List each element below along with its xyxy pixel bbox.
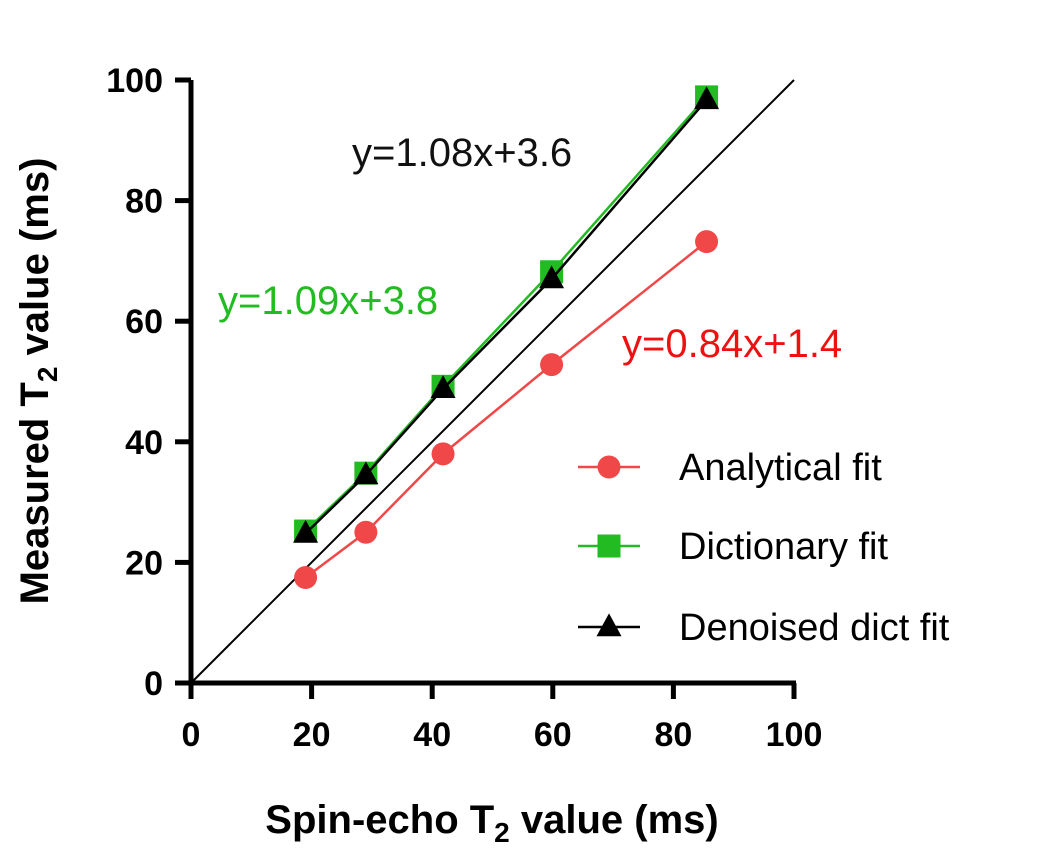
fit-equation-label: y=1.08x+3.6 xyxy=(352,131,572,175)
legend-marker xyxy=(597,534,621,558)
x-tick-label: 100 xyxy=(766,716,823,754)
legend-marker xyxy=(597,455,621,479)
y-tick-label: 40 xyxy=(125,424,163,462)
data-point xyxy=(354,520,378,544)
data-point xyxy=(293,519,319,543)
legend-item: Dictionary fit xyxy=(578,526,888,568)
legend: Analytical fit Dictionary fit Denoised dic… xyxy=(578,447,950,649)
y-tick-label: 100 xyxy=(106,62,163,100)
y-tick-label: 60 xyxy=(125,303,163,341)
legend-label: Denoised dict fit xyxy=(679,607,950,649)
y-axis-title: Measured T2 value (ms) xyxy=(13,158,63,605)
data-point xyxy=(294,565,318,589)
x-tick-label: 40 xyxy=(413,716,451,754)
fit-equation-label: y=1.09x+3.8 xyxy=(218,279,438,323)
x-tick-label: 80 xyxy=(654,716,692,754)
x-tick-label: 20 xyxy=(293,716,331,754)
data-point xyxy=(695,230,719,254)
y-tick-label: 80 xyxy=(125,183,163,221)
fit-equation-label: y=0.84x+1.4 xyxy=(622,322,842,366)
x-tick-label: 0 xyxy=(182,716,201,754)
series-triangle xyxy=(293,86,720,543)
data-point xyxy=(694,86,720,110)
data-point xyxy=(431,442,455,466)
y-tick-label: 0 xyxy=(144,665,163,703)
legend-item: Denoised dict fit xyxy=(578,607,950,649)
x-axis-title: Spin-echo T2 value (ms) xyxy=(265,798,718,848)
data-point xyxy=(430,375,456,398)
x-tick-label: 60 xyxy=(534,716,572,754)
axes: 0 20 40 60 80 100 0 20 40 60 80 100 xyxy=(106,62,822,754)
identity-line xyxy=(190,79,795,684)
legend-label: Analytical fit xyxy=(679,447,882,489)
data-point xyxy=(540,353,564,377)
legend-item: Analytical fit xyxy=(578,447,882,489)
legend-marker xyxy=(596,613,622,637)
legend-label: Dictionary fit xyxy=(679,526,888,568)
data-point xyxy=(353,461,379,485)
data-point xyxy=(539,265,565,289)
plot-area: y=0.84x+1.4 y=1.09x+3.8 y=1.08x+3.6 xyxy=(190,79,842,684)
y-tick-label: 20 xyxy=(125,544,163,582)
series-circle xyxy=(294,230,719,589)
